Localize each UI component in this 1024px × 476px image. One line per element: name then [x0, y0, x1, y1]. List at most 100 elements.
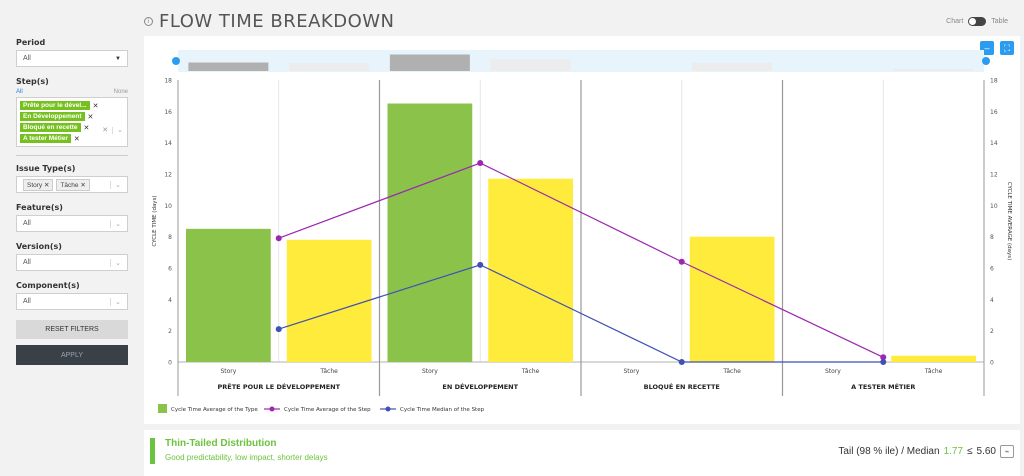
issue-types-multiselect[interactable]: Story ✕ Tâche ✕ ⌄	[16, 176, 128, 193]
bar	[286, 239, 372, 362]
step-median-point	[880, 359, 887, 365]
apply-button[interactable]: APPLY	[16, 345, 128, 365]
remove-tag-icon[interactable]: ✕	[73, 135, 80, 143]
legend-dot-step-median	[385, 406, 391, 412]
issue-type-tag: Tâche ✕	[56, 178, 90, 191]
legend-step-average: Cycle Time Average of the Step	[284, 407, 371, 413]
bar	[891, 355, 976, 362]
tail-value: 1.77	[943, 446, 964, 457]
legend-swatch-type-average	[158, 404, 167, 413]
toggle-chart-label: Chart	[946, 18, 964, 25]
step-average-line	[278, 162, 884, 358]
distribution-title: Thin-Tailed Distribution	[165, 438, 277, 449]
legend-step-median: Cycle Time Median of the Step	[400, 407, 485, 413]
x-tick-label: Tâche	[924, 368, 943, 375]
toggle-table-label: Table	[991, 18, 1008, 25]
bar	[387, 103, 473, 362]
chevron-down-icon[interactable]: ⌄	[112, 127, 123, 134]
period-value: All	[23, 55, 31, 62]
step-tag: Prête pour le dével... ✕	[20, 101, 106, 110]
y-tick-label-right: 14	[990, 140, 998, 147]
remove-tag-icon[interactable]: ✕	[43, 181, 50, 189]
page-title-text: FLOW TIME BREAKDOWN	[159, 11, 395, 32]
x-tick-label: Story	[220, 368, 236, 375]
period-label: Period	[16, 38, 46, 47]
steps-label: Step(s)	[16, 77, 49, 86]
step-average-point	[678, 258, 685, 265]
chart-navigator	[178, 50, 984, 72]
version-select[interactable]: All ⌄	[16, 254, 128, 271]
step-tag: En Développement ✕	[20, 112, 106, 121]
fullscreen-icon[interactable]: ⛶	[1000, 41, 1014, 55]
line-chart-icon[interactable]: ⌁	[1000, 445, 1014, 458]
y-tick-label-right: 2	[990, 328, 994, 335]
step-label: PRÊTE POUR LE DÉVELOPPEMENT	[217, 382, 340, 391]
y-tick-label-left: 12	[164, 172, 172, 179]
x-tick-label: Story	[623, 368, 639, 375]
step-tag: Bloqué en recette ✕	[20, 123, 106, 132]
feature-value: All	[23, 220, 31, 227]
remove-tag-icon[interactable]: ✕	[80, 181, 86, 189]
y-tick-label-left: 10	[164, 203, 172, 210]
flow-time-chart: 0 0 2 2 4 4 6 6 8 8 10 10 12 12 14 14 16 16 18 18 CYCLE TIME…	[152, 50, 1012, 413]
legend-type-average: Cycle Time Average of the Type	[171, 407, 258, 413]
distribution-subtitle: Good predictability, low impact, shorter…	[165, 453, 328, 462]
chart-card: – ⛶ 0 0 2 2 4 4 6 6 8 8 10 10 12 12 14 14 16 16 18 18 CYCLE …	[144, 36, 1020, 424]
y-tick-label-right: 6	[990, 266, 994, 273]
step-label: BLOQUÉ EN RECETTE	[644, 382, 720, 391]
clear-all-icon[interactable]: ✕	[102, 127, 109, 134]
step-median-point	[678, 359, 685, 365]
step-label: EN DÉVELOPPEMENT	[442, 382, 518, 391]
y-tick-label-left: 14	[164, 140, 172, 147]
chevron-down-icon[interactable]: ⌄	[110, 180, 121, 189]
navigator-bar	[490, 59, 571, 71]
navigator-bar	[893, 69, 974, 71]
chart-table-toggle[interactable]	[968, 17, 987, 26]
navigator-bar	[389, 54, 470, 71]
y-tick-label-right: 10	[990, 203, 998, 210]
version-value: All	[23, 259, 31, 266]
y-tick-label-right: 8	[990, 234, 994, 241]
y-tick-label-right: 4	[990, 297, 994, 304]
y-axis-label-right: CYCLE TIME AVERAGE (days)	[1006, 182, 1012, 261]
reset-filters-button[interactable]: RESET FILTERS	[16, 320, 128, 339]
y-tick-label-right: 16	[990, 109, 998, 116]
navigator-handle-right	[982, 57, 990, 65]
bar	[186, 228, 271, 362]
remove-tag-icon[interactable]: ✕	[92, 102, 99, 110]
y-tick-label-left: 18	[164, 78, 172, 85]
y-tick-label-left: 4	[168, 297, 172, 304]
chevron-down-icon: ⌄	[110, 219, 121, 228]
tail-threshold: 5.60	[976, 446, 996, 457]
steps-all-link[interactable]: All	[16, 89, 23, 95]
step-tag: A tester Métier ✕	[20, 134, 106, 143]
issue-type-tag: Story ✕	[23, 178, 54, 191]
x-tick-label: Story	[825, 368, 841, 375]
x-tick-label: Tâche	[319, 368, 338, 375]
tail-label: Tail (98 % ile) / Median	[838, 446, 940, 457]
caret-down-icon: ▼	[115, 55, 121, 62]
component-select[interactable]: All ⌄	[16, 293, 128, 310]
y-axis-label-left: CYCLE TIME (days)	[152, 195, 158, 246]
y-tick-label-right: 0	[990, 360, 994, 367]
navigator-bar	[692, 63, 773, 71]
feature-select[interactable]: All ⌄	[16, 215, 128, 232]
period-select[interactable]: All ▼	[16, 50, 128, 67]
step-label: A TESTER MÉTIER	[851, 382, 915, 391]
step-average-point	[477, 160, 484, 167]
feature-label: Feature(s)	[16, 203, 63, 212]
navigator-bar	[289, 63, 370, 71]
distribution-summary: Thin-Tailed Distribution Good predictabi…	[150, 438, 328, 464]
info-icon[interactable]: i	[144, 17, 153, 26]
steps-none-link[interactable]: None	[113, 89, 128, 95]
remove-tag-icon[interactable]: ✕	[83, 124, 90, 132]
remove-tag-icon[interactable]: ✕	[87, 113, 94, 121]
y-tick-label-right: 12	[990, 172, 998, 179]
y-tick-label-left: 8	[168, 234, 172, 241]
y-tick-label-left: 6	[168, 266, 172, 273]
y-tick-label-left: 16	[164, 109, 172, 116]
steps-multiselect[interactable]: Prête pour le dével... ✕ En Développement…	[16, 97, 128, 147]
step-average-point	[880, 354, 887, 361]
view-toggle: Chart Table	[946, 17, 1008, 26]
bar	[488, 178, 573, 362]
